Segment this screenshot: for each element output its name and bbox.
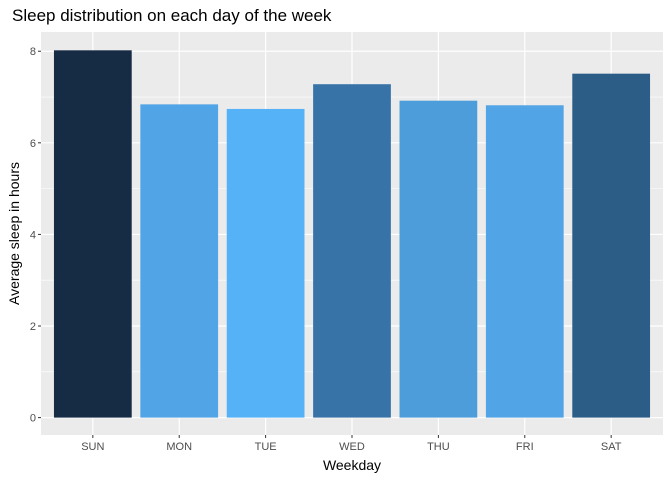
x-tick-label: WED [339,441,365,453]
x-axis-ticks: SUN MON TUE WED THU FRI SAT [81,435,622,453]
bar-mon [140,104,219,418]
x-tick-label: FRI [516,441,534,453]
bars [53,50,651,418]
x-tick-label: SUN [81,441,104,453]
x-tick-label: MON [166,441,192,453]
bar-sat [572,73,651,418]
y-tick-label: 4 [30,229,36,241]
y-tick-label: 0 [30,413,36,425]
y-tick-label: 2 [30,321,36,333]
x-axis-label: Weekday [323,457,381,473]
bar-sun [53,50,132,418]
x-tick-label: THU [427,441,450,453]
y-tick-label: 6 [30,138,36,150]
y-axis-ticks: 0 2 4 6 8 [30,46,41,425]
bar-thu [399,100,478,418]
y-tick-label: 8 [30,46,36,58]
x-tick-label: TUE [255,441,277,453]
y-axis-label: Average sleep in hours [6,162,22,305]
x-tick-label: SAT [601,441,622,453]
bar-tue [226,108,305,418]
bar-fri [485,105,564,418]
bar-wed [313,84,391,418]
chart-title: Sleep distribution on each day of the we… [12,6,332,25]
